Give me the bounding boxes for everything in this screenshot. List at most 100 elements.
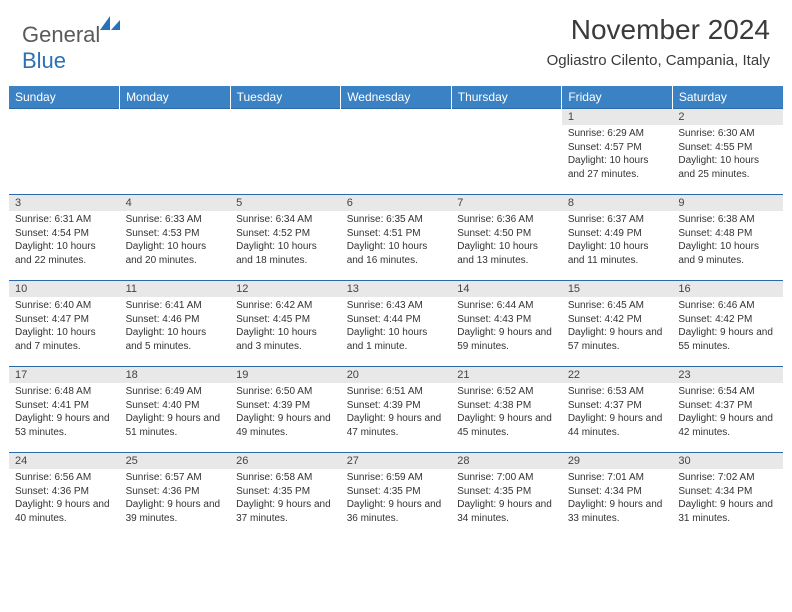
calendar-day-cell: 21Sunrise: 6:52 AMSunset: 4:38 PMDayligh…	[451, 367, 562, 453]
calendar-day-cell	[9, 109, 120, 195]
day-number: 28	[451, 453, 562, 469]
weekday-header: Thursday	[451, 86, 562, 109]
day-details: Sunrise: 6:34 AMSunset: 4:52 PMDaylight:…	[230, 211, 341, 271]
sunset-line: Sunset: 4:36 PM	[126, 486, 200, 497]
sunrise-line: Sunrise: 6:38 AM	[678, 214, 754, 225]
day-number: 16	[672, 281, 783, 297]
sunrise-line: Sunrise: 6:35 AM	[347, 214, 423, 225]
sunrise-line: Sunrise: 7:00 AM	[457, 472, 533, 483]
daylight-line: Daylight: 10 hours and 16 minutes.	[347, 241, 428, 266]
day-details: Sunrise: 6:50 AMSunset: 4:39 PMDaylight:…	[230, 383, 341, 443]
daylight-line: Daylight: 10 hours and 11 minutes.	[568, 241, 649, 266]
calendar-day-cell: 18Sunrise: 6:49 AMSunset: 4:40 PMDayligh…	[120, 367, 231, 453]
sunset-line: Sunset: 4:49 PM	[568, 228, 642, 239]
sunset-line: Sunset: 4:44 PM	[347, 314, 421, 325]
calendar-week-row: 10Sunrise: 6:40 AMSunset: 4:47 PMDayligh…	[9, 281, 783, 367]
sunrise-line: Sunrise: 6:56 AM	[15, 472, 91, 483]
sunset-line: Sunset: 4:50 PM	[457, 228, 531, 239]
sunrise-line: Sunrise: 6:54 AM	[678, 386, 754, 397]
day-details: Sunrise: 6:54 AMSunset: 4:37 PMDaylight:…	[672, 383, 783, 443]
calendar-day-cell: 27Sunrise: 6:59 AMSunset: 4:35 PMDayligh…	[341, 453, 452, 539]
calendar-day-cell: 7Sunrise: 6:36 AMSunset: 4:50 PMDaylight…	[451, 195, 562, 281]
calendar-day-cell: 9Sunrise: 6:38 AMSunset: 4:48 PMDaylight…	[672, 195, 783, 281]
calendar-week-row: 24Sunrise: 6:56 AMSunset: 4:36 PMDayligh…	[9, 453, 783, 539]
daylight-line: Daylight: 10 hours and 9 minutes.	[678, 241, 759, 266]
calendar-day-cell: 15Sunrise: 6:45 AMSunset: 4:42 PMDayligh…	[562, 281, 673, 367]
calendar-week-row: 1 Sunrise: 6:29 AM Sunset: 4:57 PM Daylight…	[9, 109, 783, 195]
day-number: 29	[562, 453, 673, 469]
sunset-line: Sunset: 4:39 PM	[236, 400, 310, 411]
day-details: Sunrise: 6:40 AMSunset: 4:47 PMDaylight:…	[9, 297, 120, 357]
sunrise-line: Sunrise: 6:42 AM	[236, 300, 312, 311]
calendar-day-cell: 2Sunrise: 6:30 AMSunset: 4:55 PMDaylight…	[672, 109, 783, 195]
day-details: Sunrise: 6:35 AM Sunset: 4:51 PM Daylight:…	[341, 211, 452, 271]
sunset-line: Sunset: 4:34 PM	[678, 486, 752, 497]
day-number: 18	[120, 367, 231, 383]
day-number: 11	[120, 281, 231, 297]
daylight-line: Daylight: 10 hours and 20 minutes.	[126, 241, 207, 266]
daylight-line: Daylight: 10 hours and 1 minute.	[347, 327, 428, 352]
sunrise-line: Sunrise: 6:37 AM	[568, 214, 644, 225]
daylight-line: Daylight: 10 hours and 27 minutes.	[568, 155, 649, 180]
sunset-line: Sunset: 4:53 PM	[126, 228, 200, 239]
calendar-day-cell: 22Sunrise: 6:53 AMSunset: 4:37 PMDayligh…	[562, 367, 673, 453]
day-number: 27	[341, 453, 452, 469]
sunrise-line: Sunrise: 6:58 AM	[236, 472, 312, 483]
day-number: 3	[9, 195, 120, 211]
sunrise-line: Sunrise: 6:53 AM	[568, 386, 644, 397]
sunrise-line: Sunrise: 6:29 AM	[568, 128, 644, 139]
calendar-day-cell: 20Sunrise: 6:51 AMSunset: 4:39 PMDayligh…	[341, 367, 452, 453]
calendar-day-cell: 14Sunrise: 6:44 AMSunset: 4:43 PMDayligh…	[451, 281, 562, 367]
sunset-line: Sunset: 4:37 PM	[568, 400, 642, 411]
sunset-line: Sunset: 4:42 PM	[678, 314, 752, 325]
daylight-line: Daylight: 9 hours and 49 minutes.	[236, 413, 331, 438]
sunset-line: Sunset: 4:40 PM	[126, 400, 200, 411]
sunset-line: Sunset: 4:48 PM	[678, 228, 752, 239]
day-details: Sunrise: 6:37 AM Sunset: 4:49 PM Daylight:…	[562, 211, 673, 271]
sunrise-line: Sunrise: 7:01 AM	[568, 472, 644, 483]
daylight-line: Daylight: 10 hours and 7 minutes.	[15, 327, 96, 352]
month-title: November 2024	[547, 14, 770, 46]
day-number: 8	[562, 195, 673, 211]
sunset-line: Sunset: 4:35 PM	[347, 486, 421, 497]
calendar-week-row: 3Sunrise: 6:31 AMSunset: 4:54 PMDaylight…	[9, 195, 783, 281]
daylight-line: Daylight: 9 hours and 57 minutes.	[568, 327, 663, 352]
sunrise-line: Sunrise: 6:49 AM	[126, 386, 202, 397]
sunset-line: Sunset: 4:37 PM	[678, 400, 752, 411]
sunrise-line: Sunrise: 6:45 AM	[568, 300, 644, 311]
sunset-line: Sunset: 4:57 PM	[568, 142, 642, 153]
day-details: Sunrise: 6:43 AMSunset: 4:44 PMDaylight:…	[341, 297, 452, 357]
day-number: 13	[341, 281, 452, 297]
calendar-day-cell: 17Sunrise: 6:48 AMSunset: 4:41 PMDayligh…	[9, 367, 120, 453]
daylight-line: Daylight: 9 hours and 44 minutes.	[568, 413, 663, 438]
sunrise-line: Sunrise: 6:40 AM	[15, 300, 91, 311]
daylight-line: Daylight: 9 hours and 37 minutes.	[236, 499, 331, 524]
sunset-line: Sunset: 4:41 PM	[15, 400, 89, 411]
calendar-day-cell	[120, 109, 231, 195]
sunset-line: Sunset: 4:55 PM	[678, 142, 752, 153]
sunset-line: Sunset: 4:51 PM	[347, 228, 421, 239]
sunrise-line: Sunrise: 6:41 AM	[126, 300, 202, 311]
header: General Blue November 2024 Ogliastro Cil…	[0, 0, 792, 80]
day-number: 5	[230, 195, 341, 211]
weekday-header-row: SundayMondayTuesdayWednesdayThursdayFrid…	[9, 86, 783, 109]
calendar-day-cell: 10Sunrise: 6:40 AMSunset: 4:47 PMDayligh…	[9, 281, 120, 367]
calendar-day-cell: 29Sunrise: 7:01 AMSunset: 4:34 PMDayligh…	[562, 453, 673, 539]
day-details: Sunrise: 6:57 AMSunset: 4:36 PMDaylight:…	[120, 469, 231, 529]
daylight-line: Daylight: 10 hours and 25 minutes.	[678, 155, 759, 180]
day-details: Sunrise: 6:44 AMSunset: 4:43 PMDaylight:…	[451, 297, 562, 357]
day-number: 26	[230, 453, 341, 469]
day-details: Sunrise: 6:31 AMSunset: 4:54 PMDaylight:…	[9, 211, 120, 271]
brand-logo: General Blue	[22, 14, 122, 74]
day-details: Sunrise: 6:45 AMSunset: 4:42 PMDaylight:…	[562, 297, 673, 357]
calendar-day-cell: 26Sunrise: 6:58 AMSunset: 4:35 PMDayligh…	[230, 453, 341, 539]
day-details: Sunrise: 6:51 AMSunset: 4:39 PMDaylight:…	[341, 383, 452, 443]
daylight-line: Daylight: 9 hours and 45 minutes.	[457, 413, 552, 438]
day-number: 7	[451, 195, 562, 211]
daylight-line: Daylight: 9 hours and 34 minutes.	[457, 499, 552, 524]
weekday-header: Sunday	[9, 86, 120, 109]
day-details: Sunrise: 6:48 AMSunset: 4:41 PMDaylight:…	[9, 383, 120, 443]
sunset-line: Sunset: 4:34 PM	[568, 486, 642, 497]
sunset-line: Sunset: 4:39 PM	[347, 400, 421, 411]
day-number: 1	[562, 109, 673, 125]
